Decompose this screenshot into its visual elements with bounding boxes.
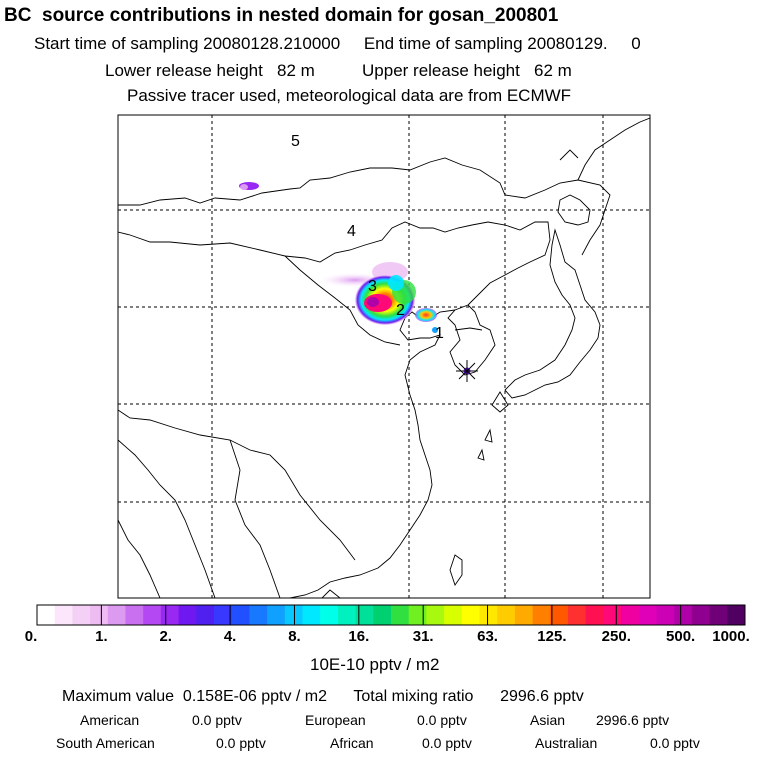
colorbar-tick-label: 500. [666, 628, 696, 645]
colorbar-tick-label: 31. [412, 628, 434, 645]
colorbar-swatch [603, 605, 622, 625]
region-value-african: 0.0 pptv [422, 735, 472, 751]
colorbar-swatch [37, 605, 56, 625]
source-label-3: 3 [368, 278, 377, 295]
colorbar-swatch [408, 605, 427, 625]
region-name-european: European [305, 712, 366, 728]
colorbar-swatch [727, 605, 746, 625]
source-label-2: 2 [396, 302, 405, 319]
colorbar-swatch [656, 605, 675, 625]
colorbar-swatch [391, 605, 410, 625]
colorbar-swatch [691, 605, 711, 625]
coastlines-and-borders [118, 117, 650, 598]
colorbar-swatch [196, 605, 215, 625]
colorbar-swatch [125, 605, 144, 625]
colorbar-swatch [355, 605, 374, 625]
colorbar-swatch [373, 605, 392, 625]
region-name-australian: Australian [535, 735, 598, 751]
colorbar-swatch [585, 605, 604, 625]
colorbar-tick-label: 1. [95, 628, 108, 645]
colorbar-swatch [160, 605, 180, 625]
region-name-african: African [330, 735, 374, 751]
colorbar-swatch [54, 605, 73, 625]
region-value-american: 0.0 pptv [192, 712, 242, 728]
colorbar-swatch [90, 605, 109, 625]
plot-title: BC source contributions in nested domain… [4, 5, 559, 26]
region-value-european: 0.0 pptv [417, 712, 467, 728]
colorbar-swatch [497, 605, 516, 625]
colorbar-swatch [514, 605, 534, 625]
colorbar-tick-label: 125. [537, 628, 567, 645]
map-frame [117, 114, 651, 599]
colorbar-swatch [231, 605, 250, 625]
tracer-info: Passive tracer used, meteorological data… [127, 86, 572, 105]
colorbar-swatch [143, 605, 162, 625]
colorbar-tick-label: 0. [24, 628, 38, 645]
colorbar-swatch [621, 605, 640, 625]
colorbar-outline [36, 604, 746, 626]
region-name-south-american: South American [56, 735, 155, 751]
release-heights: Lower release height 82 m Upper release … [105, 61, 572, 80]
colorbar-swatch [638, 605, 657, 625]
colorbar-swatch [284, 605, 303, 625]
source-label-4: 4 [347, 223, 356, 240]
receptor-star-icon [456, 360, 478, 382]
colorbar-swatch [674, 605, 693, 625]
max-total-line: Maximum value 0.158E-06 pptv / m2 Total … [62, 688, 584, 705]
colorbar-tick-label: 63. [477, 628, 498, 645]
region-name-asian: Asian [530, 712, 566, 728]
region-value-south-american: 0.0 pptv [216, 735, 266, 751]
colorbar-swatch [444, 605, 463, 625]
colorbar-tick-label: 16. [348, 628, 370, 645]
colorbar-tick-label: 250. [601, 628, 631, 645]
map-content: 5 4 3 2 1 [118, 115, 650, 598]
colorbar-swatch [426, 605, 445, 625]
colorbar-swatch [337, 605, 357, 625]
colorbar-swatch [302, 605, 321, 625]
plume-1 [415, 308, 437, 322]
colorbar-swatch [550, 605, 569, 625]
region-name-american: American [80, 712, 140, 728]
colorbar-tick-label: 1000. [712, 628, 750, 645]
region-value-australian: 0.0 pptv [650, 735, 700, 751]
source-label-5: 5 [291, 133, 300, 150]
sampling-times: Start time of sampling 20080128.210000 E… [34, 34, 641, 53]
region-value-asian: 2996.6 pptv [596, 712, 670, 728]
colorbar-swatch [107, 605, 126, 625]
colorbar-tick-label: 2. [159, 628, 172, 645]
colorbar-swatch [709, 605, 728, 625]
colorbar-tick-label: 8. [288, 628, 301, 645]
colorbar-swatch [461, 605, 480, 625]
colorbar-swatch [178, 605, 197, 625]
colorbar-swatch [479, 605, 498, 625]
contribution-plumes [239, 182, 471, 375]
colorbar-tick-label: 4. [223, 628, 237, 645]
colorbar [36, 604, 746, 626]
source-label-1: 1 [435, 325, 444, 342]
colorbar-units: 10E-10 pptv / m2 [310, 655, 440, 674]
colorbar-swatch [249, 605, 268, 625]
colorbar-swatch [568, 605, 587, 625]
colorbar-swatch [320, 605, 339, 625]
colorbar-swatch [267, 605, 286, 625]
colorbar-swatch [532, 605, 551, 625]
colorbar-swatch [72, 605, 91, 625]
colorbar-swatch [214, 605, 233, 625]
